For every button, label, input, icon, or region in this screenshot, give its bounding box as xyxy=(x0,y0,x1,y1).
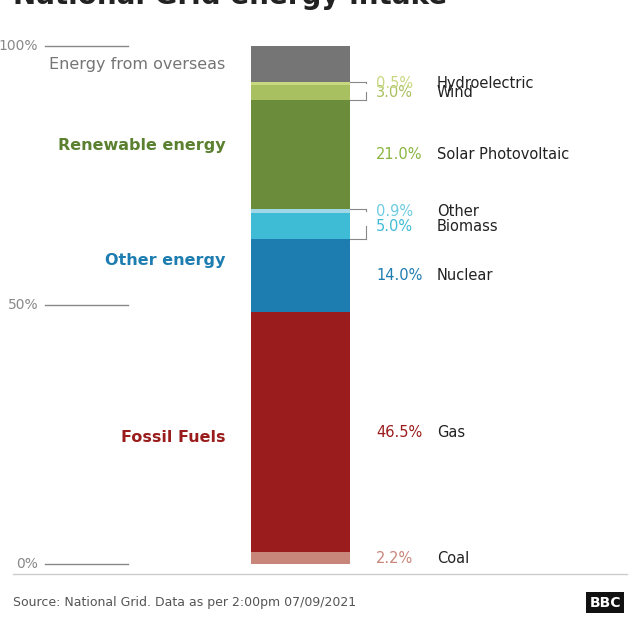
Text: 0.9%: 0.9% xyxy=(376,204,413,219)
Text: 50%: 50% xyxy=(8,298,38,312)
Bar xyxy=(251,100,351,209)
Text: 21.0%: 21.0% xyxy=(376,147,422,162)
Bar xyxy=(251,46,351,82)
Text: Renewable energy: Renewable energy xyxy=(58,138,226,153)
Text: BBC: BBC xyxy=(589,596,621,610)
Text: Nuclear: Nuclear xyxy=(437,268,493,283)
Text: Energy from overseas: Energy from overseas xyxy=(49,57,226,71)
Text: 0%: 0% xyxy=(17,557,38,571)
Text: 2.2%: 2.2% xyxy=(376,551,413,566)
Text: Other: Other xyxy=(437,204,479,219)
Text: Wind: Wind xyxy=(437,85,474,100)
Text: Other energy: Other energy xyxy=(105,253,226,268)
Text: Gas: Gas xyxy=(437,425,465,440)
Text: 0.5%: 0.5% xyxy=(376,76,413,91)
Text: Biomass: Biomass xyxy=(437,219,499,234)
Text: 100%: 100% xyxy=(0,39,38,53)
Text: 14.0%: 14.0% xyxy=(376,268,422,283)
Text: Source: National Grid. Data as per 2:00pm 07/09/2021: Source: National Grid. Data as per 2:00p… xyxy=(13,597,356,609)
Text: 3.0%: 3.0% xyxy=(376,85,413,100)
Bar xyxy=(251,209,351,214)
Bar xyxy=(251,82,351,84)
Text: Fossil Fuels: Fossil Fuels xyxy=(121,430,226,445)
Bar xyxy=(251,239,351,312)
Text: Solar Photovoltaic: Solar Photovoltaic xyxy=(437,147,569,162)
Bar xyxy=(251,553,351,564)
Text: Hydroelectric: Hydroelectric xyxy=(437,76,534,91)
Text: 46.5%: 46.5% xyxy=(376,425,422,440)
Bar xyxy=(251,214,351,239)
Bar xyxy=(251,84,351,100)
Text: Coal: Coal xyxy=(437,551,469,566)
Text: 5.0%: 5.0% xyxy=(376,219,413,234)
Bar xyxy=(251,312,351,553)
Text: National Grid energy intake: National Grid energy intake xyxy=(13,0,447,10)
